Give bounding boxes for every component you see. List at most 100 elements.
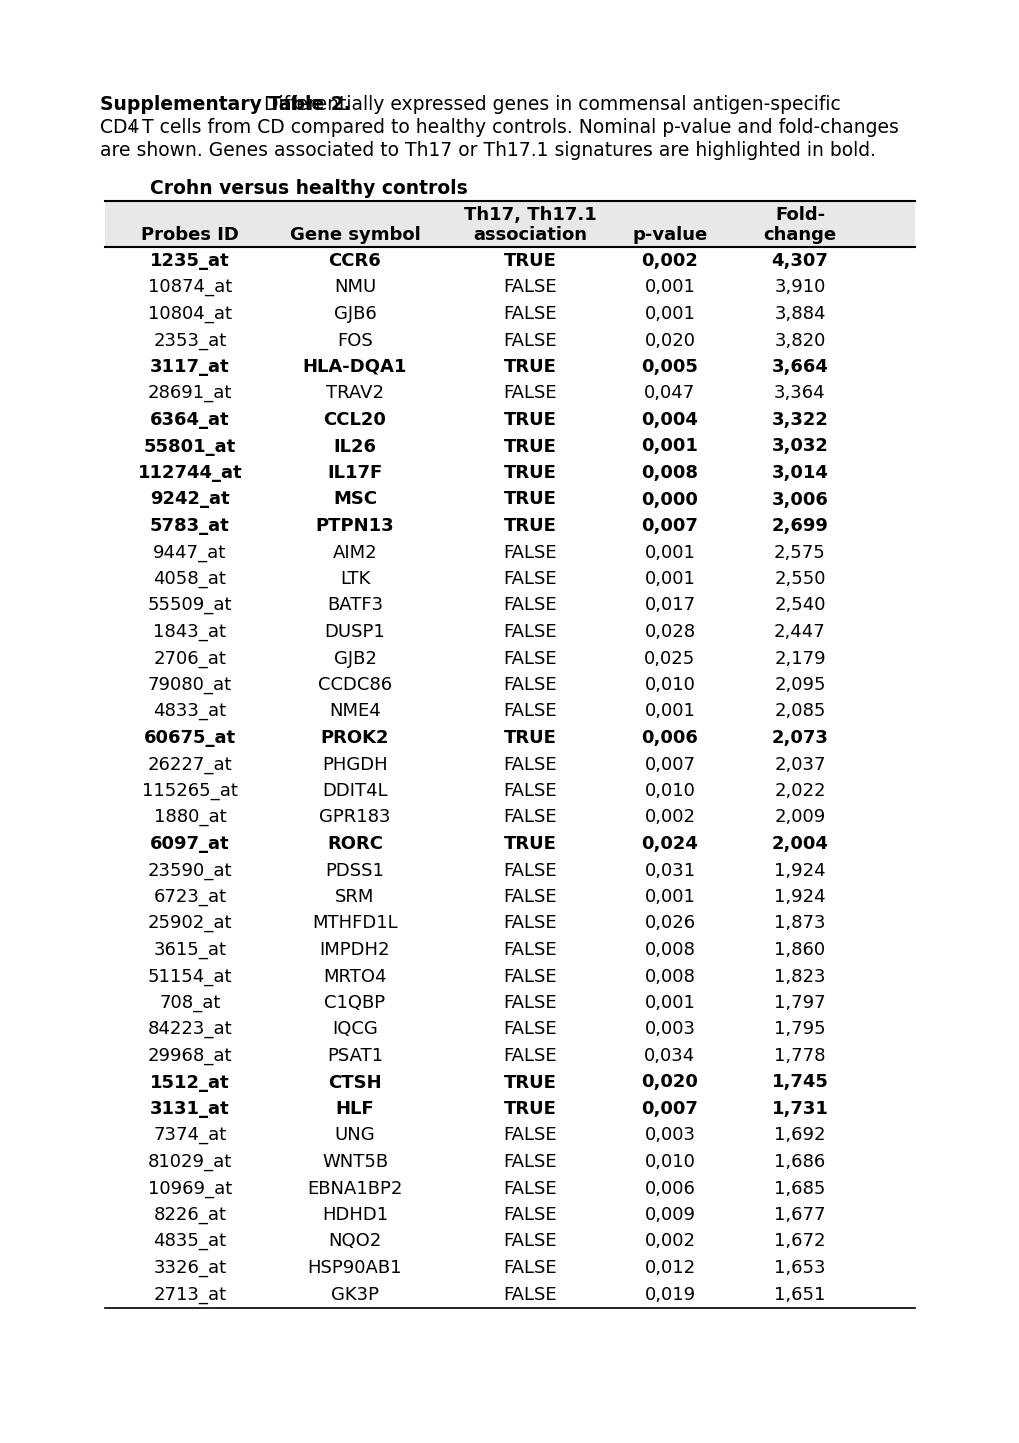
Text: 2,085: 2,085 [773, 703, 824, 720]
Text: Crohn versus healthy controls: Crohn versus healthy controls [150, 179, 468, 198]
Text: 2,447: 2,447 [773, 623, 825, 641]
Text: TRUE: TRUE [503, 253, 556, 270]
Text: TRUE: TRUE [503, 465, 556, 482]
Text: NMU: NMU [333, 278, 376, 296]
Text: 2,009: 2,009 [773, 808, 824, 827]
Text: PDSS1: PDSS1 [325, 861, 384, 879]
Text: 29968_at: 29968_at [148, 1048, 232, 1065]
Text: 10804_at: 10804_at [148, 304, 231, 323]
Text: FALSE: FALSE [502, 1206, 556, 1224]
Text: 55801_at: 55801_at [144, 437, 235, 456]
Text: 3326_at: 3326_at [153, 1258, 226, 1277]
Text: 60675_at: 60675_at [144, 729, 235, 747]
Text: 0,024: 0,024 [641, 835, 698, 853]
Text: 1,653: 1,653 [773, 1258, 825, 1277]
Text: CCDC86: CCDC86 [318, 675, 391, 694]
Text: 1,797: 1,797 [773, 994, 825, 1012]
Text: FALSE: FALSE [502, 649, 556, 668]
Text: PHGDH: PHGDH [322, 756, 387, 773]
Text: 3,364: 3,364 [773, 384, 825, 403]
Text: TRAV2: TRAV2 [326, 384, 383, 403]
Text: FALSE: FALSE [502, 1127, 556, 1144]
Text: 5783_at: 5783_at [150, 517, 229, 535]
Text: 1,860: 1,860 [773, 941, 824, 960]
Text: AIM2: AIM2 [332, 544, 377, 561]
Text: 9242_at: 9242_at [150, 491, 229, 508]
Text: FALSE: FALSE [502, 1153, 556, 1172]
Text: 2,540: 2,540 [773, 596, 825, 615]
Text: 0,002: 0,002 [641, 253, 698, 270]
Text: 4,307: 4,307 [770, 253, 827, 270]
Text: 1235_at: 1235_at [150, 253, 229, 270]
Text: WNT5B: WNT5B [322, 1153, 387, 1172]
Text: 0,008: 0,008 [641, 465, 698, 482]
Text: 0,001: 0,001 [644, 994, 695, 1012]
Text: 55509_at: 55509_at [148, 596, 232, 615]
Text: 1,677: 1,677 [773, 1206, 825, 1224]
Text: FOS: FOS [337, 332, 373, 349]
Text: 1,692: 1,692 [773, 1127, 825, 1144]
Text: 6723_at: 6723_at [153, 887, 226, 906]
Text: 26227_at: 26227_at [148, 756, 232, 773]
Text: 3,664: 3,664 [770, 358, 827, 377]
Text: 2706_at: 2706_at [154, 649, 226, 668]
Text: 8226_at: 8226_at [153, 1206, 226, 1224]
Text: TRUE: TRUE [503, 358, 556, 377]
Text: 2,179: 2,179 [773, 649, 825, 668]
Text: 3131_at: 3131_at [150, 1100, 229, 1118]
Text: FALSE: FALSE [502, 887, 556, 906]
Text: IL26: IL26 [333, 437, 376, 456]
Text: FALSE: FALSE [502, 756, 556, 773]
Text: T cells from CD compared to healthy controls. Nominal p-value and fold-changes: T cells from CD compared to healthy cont… [136, 118, 898, 137]
Text: 1880_at: 1880_at [154, 808, 226, 827]
Text: CD4: CD4 [100, 118, 140, 137]
Text: FALSE: FALSE [502, 1179, 556, 1198]
Text: 1,686: 1,686 [773, 1153, 824, 1172]
Text: 10874_at: 10874_at [148, 278, 232, 296]
Text: TRUE: TRUE [503, 729, 556, 747]
Text: C1QBP: C1QBP [324, 994, 385, 1012]
Text: MTHFD1L: MTHFD1L [312, 915, 397, 932]
Text: LTK: LTK [339, 570, 370, 587]
Text: 0,007: 0,007 [641, 1100, 698, 1118]
Text: FALSE: FALSE [502, 782, 556, 799]
Text: 1,651: 1,651 [773, 1286, 824, 1303]
Text: FALSE: FALSE [502, 304, 556, 323]
Text: FALSE: FALSE [502, 596, 556, 615]
Text: change: change [762, 227, 836, 244]
Text: 0,010: 0,010 [644, 782, 695, 799]
Text: 0,010: 0,010 [644, 675, 695, 694]
Text: 3,884: 3,884 [773, 304, 825, 323]
Text: FALSE: FALSE [502, 703, 556, 720]
Text: UNG: UNG [334, 1127, 375, 1144]
Text: 1,778: 1,778 [773, 1048, 825, 1065]
Text: HLA-DQA1: HLA-DQA1 [303, 358, 407, 377]
Text: FALSE: FALSE [502, 808, 556, 827]
Text: TRUE: TRUE [503, 517, 556, 535]
Text: 0,001: 0,001 [644, 703, 695, 720]
Text: 3,820: 3,820 [773, 332, 824, 349]
Text: NQO2: NQO2 [328, 1232, 381, 1251]
Text: PSAT1: PSAT1 [327, 1048, 383, 1065]
Text: 0,010: 0,010 [644, 1153, 695, 1172]
Text: 1,823: 1,823 [773, 967, 825, 986]
Text: 6097_at: 6097_at [150, 835, 229, 853]
Text: MSC: MSC [332, 491, 377, 508]
Text: 2,575: 2,575 [773, 544, 825, 561]
Text: GPR183: GPR183 [319, 808, 390, 827]
Text: EBNA1BP2: EBNA1BP2 [307, 1179, 403, 1198]
Text: HSP90AB1: HSP90AB1 [308, 1258, 401, 1277]
Text: CTSH: CTSH [328, 1074, 381, 1091]
Text: 1512_at: 1512_at [150, 1074, 229, 1091]
Text: 2,004: 2,004 [770, 835, 827, 853]
Text: Fold-: Fold- [774, 206, 824, 224]
Text: FALSE: FALSE [502, 1286, 556, 1303]
Text: HLF: HLF [335, 1100, 374, 1118]
Text: 3,014: 3,014 [770, 465, 827, 482]
Text: TRUE: TRUE [503, 437, 556, 456]
Text: 0,020: 0,020 [641, 1074, 698, 1091]
Text: GJB2: GJB2 [333, 649, 376, 668]
Text: 2,550: 2,550 [773, 570, 825, 587]
Text: 3,910: 3,910 [773, 278, 824, 296]
Text: 2,073: 2,073 [770, 729, 827, 747]
